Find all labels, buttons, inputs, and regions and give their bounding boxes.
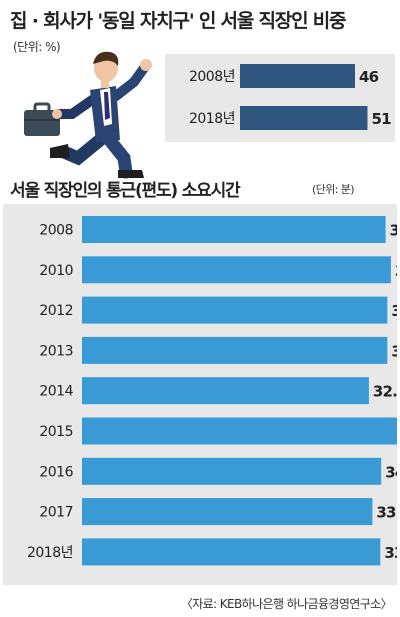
- briefcase-icon: [24, 102, 60, 136]
- bottom-chart-bar: [82, 538, 381, 566]
- bottom-chart-value-label: 35.1: [395, 262, 397, 280]
- top-chart-category-label: 2018년: [189, 111, 235, 127]
- bottom-chart-unit: (단위: 분): [312, 183, 355, 196]
- bottom-chart-category-label: 2010: [39, 263, 73, 279]
- bottom-chart-value-label: 34.0: [385, 463, 397, 481]
- bottom-chart-bar: [82, 336, 388, 364]
- bottom-chart-value-label: 34.5: [390, 222, 397, 240]
- top-chart-value-label: 46: [359, 68, 379, 86]
- bottom-chart-category-label: 2018년: [27, 545, 73, 561]
- bottom-chart-bar: [82, 498, 373, 526]
- bottom-chart-bar: [82, 296, 388, 324]
- bottom-chart-title: 서울 직장인의 통근(편도) 소요시간: [10, 181, 241, 201]
- bottom-chart-bar: [82, 417, 400, 445]
- top-chart-bar: [240, 106, 368, 130]
- bottom-chart-bar: [82, 216, 386, 243]
- bottom-chart-category-label: 2013: [39, 343, 73, 359]
- top-chart-panel: 2008년 46 2018년 51: [165, 54, 395, 142]
- bottom-chart-category-label: 2017: [39, 505, 73, 521]
- bottom-chart-category-label: 2012: [39, 303, 73, 319]
- top-chart: 2008년 46 2018년 51: [189, 64, 392, 130]
- running-businessman-illustration: [24, 51, 152, 179]
- bottom-chart-bar: [82, 457, 382, 485]
- bottom-chart-category-label: 2015: [39, 424, 73, 440]
- bottom-chart-category-label: 2014: [39, 384, 73, 400]
- bottom-chart-value-label: 34.7: [391, 342, 397, 360]
- bottom-chart-value-label: 33.9: [384, 544, 397, 562]
- bottom-chart-category-label: 2008: [39, 223, 73, 239]
- top-chart-bar: [240, 64, 355, 88]
- bottom-chart: 2008 34.5 2010 35.1 2012 34.7 2013 34.7 2014 32.6…: [27, 216, 400, 566]
- bottom-chart-category-label: 2016: [39, 464, 73, 480]
- bottom-chart-bar: [82, 256, 391, 284]
- bottom-chart-value-label: 34.7: [391, 302, 397, 320]
- bottom-chart-bar: [82, 377, 369, 405]
- top-chart-unit: (단위: %): [13, 40, 61, 54]
- bottom-chart-value-label: 32.6: [373, 383, 397, 401]
- bottom-chart-panel: 2008 34.5 2010 35.1 2012 34.7 2013 34.7 2014 32.6…: [3, 204, 400, 585]
- top-chart-value-label: 51: [372, 110, 392, 128]
- top-chart-category-label: 2008년: [189, 69, 235, 85]
- bottom-chart-value-label: 33.0: [376, 504, 397, 522]
- chart-title: 집 · 회사가 '동일 자치구' 인 서울 직장인 비중: [10, 10, 347, 32]
- source-note: 〈자료: KEB하나은행 하나금융경영연구소〉: [180, 597, 393, 611]
